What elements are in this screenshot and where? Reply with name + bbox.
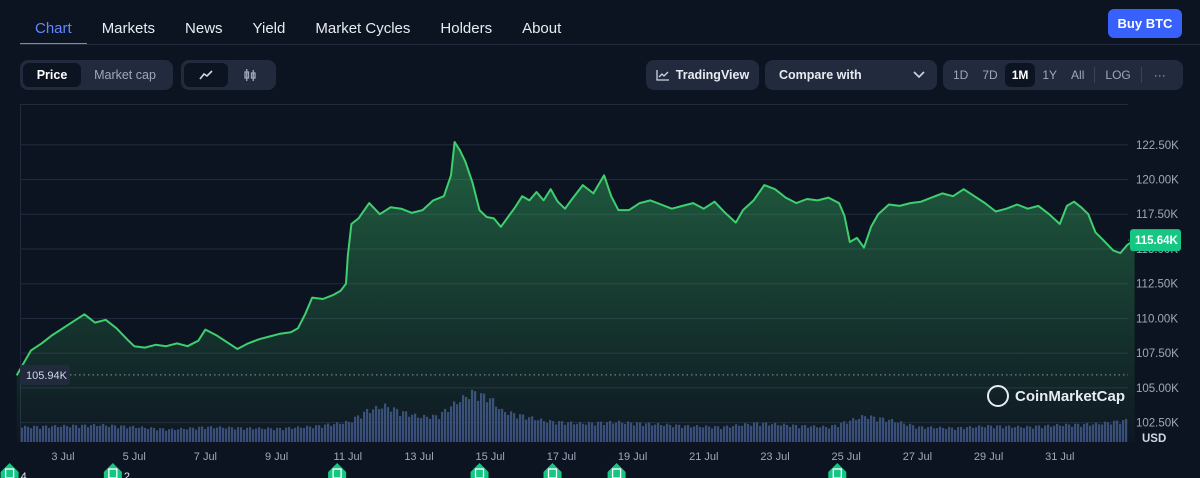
tab-news[interactable]: News bbox=[185, 20, 223, 37]
tradingview-icon bbox=[656, 70, 669, 81]
y-tick-label: 105.00K bbox=[1136, 383, 1179, 395]
market-cap-button[interactable]: Market cap bbox=[94, 68, 156, 82]
x-tick-label: 23 Jul bbox=[760, 451, 789, 463]
chart-type-toggle bbox=[181, 60, 276, 90]
more-options-icon[interactable]: ··· bbox=[1153, 68, 1166, 82]
buy-button[interactable]: Buy BTC bbox=[1108, 9, 1182, 38]
range-divider bbox=[1140, 67, 1142, 83]
y-tick-label: 107.50K bbox=[1136, 348, 1179, 360]
candlestick-icon[interactable] bbox=[228, 63, 272, 87]
x-tick-label: 27 Jul bbox=[903, 451, 932, 463]
news-marker[interactable] bbox=[470, 463, 489, 478]
price-button[interactable]: Price bbox=[23, 63, 81, 87]
time-range-selector: 1D 7D 1M 1Y All LOG ··· bbox=[943, 60, 1183, 90]
tab-market-cycles[interactable]: Market Cycles bbox=[315, 20, 411, 37]
news-marker[interactable] bbox=[328, 463, 347, 478]
news-count: 2 bbox=[124, 471, 130, 478]
range-1y[interactable]: 1Y bbox=[1042, 68, 1058, 82]
log-scale-button[interactable]: LOG bbox=[1105, 68, 1131, 82]
current-price-label: 115.64K bbox=[1135, 235, 1179, 247]
document-icon bbox=[547, 468, 558, 478]
news-marker[interactable] bbox=[543, 463, 562, 478]
y-tick-label: 112.50K bbox=[1136, 279, 1178, 291]
tab-yield[interactable]: Yield bbox=[252, 20, 286, 37]
x-tick-label: 17 Jul bbox=[547, 451, 576, 463]
document-icon bbox=[332, 468, 342, 478]
line-chart-icon[interactable] bbox=[184, 63, 228, 87]
x-tick-label: 7 Jul bbox=[194, 451, 217, 463]
news-marker[interactable] bbox=[0, 463, 19, 478]
y-tick-label: 117.50K bbox=[1136, 209, 1178, 221]
x-tick-label: 25 Jul bbox=[832, 451, 861, 463]
x-tick-label: 21 Jul bbox=[689, 451, 718, 463]
document-icon bbox=[108, 468, 118, 478]
coinmarketcap-logo-icon bbox=[987, 385, 1009, 407]
x-tick-label: 29 Jul bbox=[974, 451, 1003, 463]
x-tick-label: 5 Jul bbox=[123, 451, 146, 463]
x-tick-label: 19 Jul bbox=[618, 451, 647, 463]
open-price-badge bbox=[20, 364, 70, 385]
open-price-label: 105.94K bbox=[26, 370, 68, 382]
top-tabs: Chart Markets News Yield Market Cycles Holder… bbox=[20, 0, 576, 45]
price-line[interactable] bbox=[15, 141, 1136, 376]
coinmarketcap-watermark: CoinMarketCap bbox=[987, 385, 1125, 407]
x-tick-label: 13 Jul bbox=[404, 451, 433, 463]
document-icon bbox=[611, 468, 622, 478]
y-tick-label: 110.00K bbox=[1136, 313, 1178, 325]
compare-with-select[interactable]: Compare with bbox=[765, 60, 937, 90]
compare-with-label: Compare with bbox=[779, 68, 862, 82]
range-7d[interactable]: 7D bbox=[982, 68, 998, 82]
tradingview-button[interactable]: TradingView bbox=[646, 60, 759, 90]
range-all[interactable]: All bbox=[1071, 68, 1085, 82]
tabs-divider bbox=[20, 44, 1200, 45]
x-tick-label: 31 Jul bbox=[1045, 451, 1074, 463]
tab-markets[interactable]: Markets bbox=[101, 20, 156, 37]
watermark-text: CoinMarketCap bbox=[1015, 387, 1126, 405]
unit-label: USD bbox=[1142, 433, 1166, 445]
x-tick-label: 11 Jul bbox=[334, 451, 363, 463]
tab-about[interactable]: About bbox=[522, 20, 562, 37]
news-marker[interactable] bbox=[103, 463, 122, 478]
x-tick-label: 3 Jul bbox=[51, 451, 74, 463]
tradingview-label: TradingView bbox=[675, 68, 750, 82]
price-marketcap-toggle: Price Market cap bbox=[20, 60, 173, 90]
y-tick-label: 102.50K bbox=[1136, 418, 1179, 430]
x-tick-label: 9 Jul bbox=[265, 451, 288, 463]
document-icon bbox=[4, 468, 15, 478]
document-icon bbox=[832, 468, 842, 478]
news-marker[interactable] bbox=[828, 463, 847, 478]
current-price-badge bbox=[1130, 229, 1181, 252]
price-chart-area bbox=[20, 104, 1128, 442]
document-icon bbox=[474, 468, 485, 478]
chevron-down-icon bbox=[913, 71, 925, 79]
y-tick-label: 122.50K bbox=[1136, 140, 1179, 152]
news-count: 4 bbox=[21, 471, 27, 478]
y-tick-label: 120.00K bbox=[1136, 175, 1179, 187]
tab-holders[interactable]: Holders bbox=[440, 20, 493, 37]
news-marker[interactable] bbox=[607, 463, 626, 478]
range-1d[interactable]: 1D bbox=[953, 68, 969, 82]
range-divider bbox=[1094, 67, 1096, 83]
range-1m[interactable]: 1M bbox=[1004, 63, 1036, 87]
x-tick-label: 15 Jul bbox=[476, 451, 505, 463]
price-area bbox=[16, 142, 1135, 442]
